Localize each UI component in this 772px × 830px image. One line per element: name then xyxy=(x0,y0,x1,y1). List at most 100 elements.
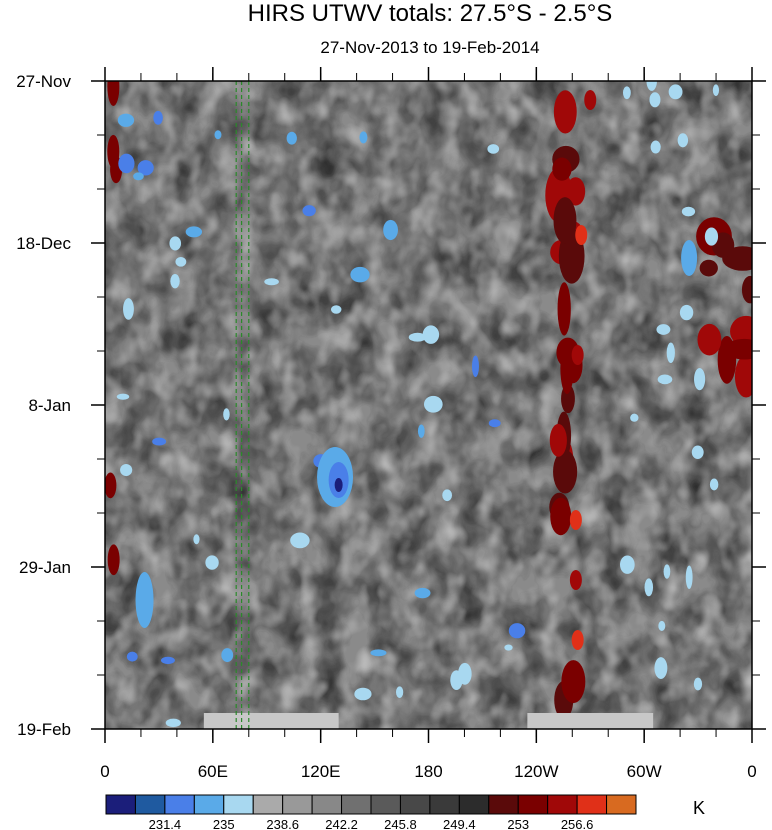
cold-blob xyxy=(126,651,138,662)
cold-blob xyxy=(354,687,372,701)
warm-blob xyxy=(557,282,571,336)
cold-blob xyxy=(214,130,222,140)
colorbar-swatch xyxy=(488,794,519,815)
plot-area xyxy=(105,81,752,729)
cold-blob xyxy=(133,172,144,181)
warm-core-blob xyxy=(569,510,582,530)
warm-blob xyxy=(549,423,567,457)
warm-blob xyxy=(550,497,572,536)
cold-blob xyxy=(508,623,526,639)
cold-blob xyxy=(694,368,706,391)
colorbar-swatch xyxy=(193,794,225,815)
y-tick-label: 19-Feb xyxy=(17,720,71,739)
y-tick-label: 18-Dec xyxy=(16,234,71,253)
cold-core-blob xyxy=(681,240,698,276)
colorbar-swatch xyxy=(105,794,136,815)
y-axis: 27-Nov 18-Dec 8-Jan 29-Jan 19-Feb xyxy=(16,72,766,739)
cold-blob xyxy=(169,236,182,251)
cold-blob xyxy=(185,226,203,238)
cold-blob xyxy=(657,374,673,385)
colorbar-swatch xyxy=(252,794,284,815)
cold-blob xyxy=(350,266,370,283)
cold-blob xyxy=(170,273,180,289)
colorbar-swatch xyxy=(429,794,460,815)
colorbar-label: 245.8 xyxy=(384,817,417,830)
x-tick-label: 120E xyxy=(301,762,341,781)
warm-core-blob xyxy=(571,345,584,365)
colorbar-swatch xyxy=(282,794,313,815)
cold-blob xyxy=(205,555,219,570)
cold-blob xyxy=(414,587,431,599)
y-tick-label: 29-Jan xyxy=(19,558,71,577)
cold-blob xyxy=(286,131,297,145)
cold-blob xyxy=(644,578,654,597)
colorbar-swatch xyxy=(606,794,637,815)
cold-blob xyxy=(658,620,666,632)
cold-blob xyxy=(685,565,693,589)
warm-blob xyxy=(553,449,578,494)
x-tick-label: 60W xyxy=(627,762,662,781)
colorbar-label: 231.4 xyxy=(149,817,182,830)
x-axis: 0 60E 120E 180 120W 60W 0 xyxy=(100,67,757,781)
colorbar-label: 238.6 xyxy=(266,817,299,830)
warm-blob xyxy=(107,134,120,169)
warm-blob xyxy=(552,157,572,181)
chart-subtitle: 27-Nov-2013 to 19-Feb-2014 xyxy=(320,38,540,57)
warm-blob xyxy=(553,90,577,134)
cold-blob xyxy=(152,437,167,446)
cold-blob xyxy=(712,84,720,96)
cold-blob xyxy=(650,140,661,154)
cold-blob xyxy=(423,395,443,413)
x-tick-label: 0 xyxy=(100,762,109,781)
grey-bar xyxy=(527,713,654,729)
cold-blob xyxy=(646,81,657,91)
colorbar-swatch xyxy=(164,794,195,815)
cold-blob xyxy=(709,478,719,491)
cold-blob xyxy=(417,424,425,438)
colorbar-label: 235 xyxy=(213,817,235,830)
warm-blob xyxy=(724,338,752,360)
cold-blob xyxy=(656,324,671,335)
cold-blob xyxy=(619,555,635,574)
warm-blob xyxy=(561,660,586,704)
cold-blob xyxy=(290,532,310,549)
colorbar-swatch xyxy=(311,794,343,815)
cold-blob xyxy=(160,656,175,665)
warm-blob xyxy=(107,81,120,107)
warm-blob xyxy=(741,275,752,304)
colorbar-swatch xyxy=(341,794,372,815)
cold-blob xyxy=(370,649,387,657)
feature-blobs xyxy=(105,81,752,729)
x-tick-label: 0 xyxy=(747,762,756,781)
cold-blob xyxy=(654,657,668,680)
cold-blob xyxy=(704,227,719,246)
cold-blob xyxy=(175,256,187,267)
cold-blob xyxy=(165,718,181,728)
chart-title: HIRS UTWV totals: 27.5°S - 2.5°S xyxy=(247,0,613,27)
colorbar: 231.4 235 238.6 242.2 245.8 249.4 253 256.6 xyxy=(105,794,637,830)
colorbar-swatch xyxy=(223,794,254,815)
cold-blob xyxy=(471,355,479,378)
cold-blob xyxy=(442,489,453,502)
cold-blob xyxy=(221,648,234,663)
colorbar-label: 242.2 xyxy=(325,817,358,830)
x-tick-label: 180 xyxy=(414,762,442,781)
cold-blob xyxy=(691,445,704,459)
cold-blob xyxy=(116,393,130,400)
x-tick-label: 120W xyxy=(514,762,558,781)
warm-blob xyxy=(734,354,752,398)
cold-blob xyxy=(677,133,689,148)
colorbar-swatch xyxy=(399,794,431,815)
colorbar-swatch xyxy=(370,794,401,815)
cold-blob xyxy=(450,670,463,691)
warm-core-blob xyxy=(571,630,584,650)
cold-blob xyxy=(137,160,154,176)
cold-blob xyxy=(395,686,404,698)
cold-blob xyxy=(630,413,639,422)
warm-blob xyxy=(566,177,586,206)
cold-blob xyxy=(487,144,500,154)
cold-blob xyxy=(408,332,427,342)
cold-blob xyxy=(193,534,200,545)
colorbar-swatch xyxy=(458,794,490,815)
